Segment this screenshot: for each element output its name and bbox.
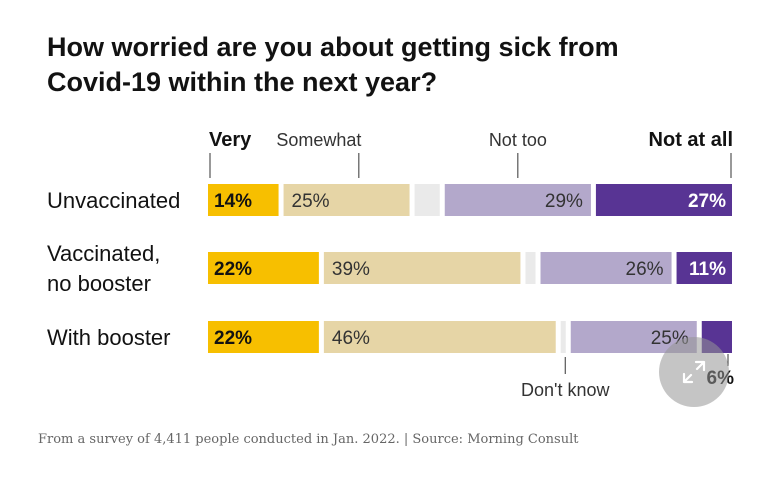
legend-somewhat: Somewhat bbox=[276, 130, 361, 150]
bar-very-2 bbox=[208, 252, 319, 284]
chart-title-line-2: Covid-19 within the next year? bbox=[47, 67, 438, 97]
bar-somewhat-1 bbox=[283, 184, 410, 216]
value-label-somewhat-2: 39% bbox=[332, 259, 370, 280]
value-label-very-2: 22% bbox=[214, 259, 252, 280]
bar-very-3 bbox=[208, 321, 319, 353]
bar-somewhat-3 bbox=[323, 321, 556, 353]
value-label-somewhat-3: 46% bbox=[332, 328, 370, 349]
row-label-3-line-1: With booster bbox=[47, 325, 171, 350]
row-label-1-line-1: Unvaccinated bbox=[47, 188, 180, 213]
source-note: From a survey of 4,411 people conducted … bbox=[38, 432, 579, 447]
bar-dont-know-2 bbox=[525, 252, 536, 284]
row-label-2-line-2: no booster bbox=[47, 271, 151, 296]
value-label-not-at-all-2: 11% bbox=[689, 259, 726, 280]
bar-dont-know-1 bbox=[414, 184, 440, 216]
bar-not-too-2 bbox=[540, 252, 672, 284]
value-label-not-too-2: 26% bbox=[626, 259, 664, 280]
value-label-somewhat-1: 25% bbox=[292, 191, 330, 212]
dont-know-annotation: Don't know bbox=[521, 380, 610, 400]
legend-not-too: Not too bbox=[489, 130, 547, 150]
expand-icon bbox=[682, 360, 706, 384]
bar-somewhat-2 bbox=[323, 252, 521, 284]
row-label-2-line-1: Vaccinated, bbox=[47, 241, 160, 266]
bar-very-1 bbox=[208, 184, 279, 216]
legend-not-at-all: Not at all bbox=[649, 129, 733, 151]
bar-dont-know-3 bbox=[560, 321, 566, 353]
chart-title-line-1: How worried are you about getting sick f… bbox=[47, 32, 619, 62]
bar-not-at-all-2 bbox=[676, 252, 732, 284]
bar-not-at-all-1 bbox=[595, 184, 732, 216]
chart-title: How worried are you about getting sick f… bbox=[47, 30, 727, 100]
legend-very: Very bbox=[209, 129, 252, 151]
value-label-very-3: 22% bbox=[214, 328, 252, 349]
value-label-not-too-1: 29% bbox=[545, 191, 583, 212]
bar-not-too-1 bbox=[444, 184, 591, 216]
value-label-very-1: 14% bbox=[214, 191, 252, 212]
expand-button[interactable] bbox=[659, 337, 729, 407]
value-label-not-at-all-1: 27% bbox=[688, 191, 726, 212]
